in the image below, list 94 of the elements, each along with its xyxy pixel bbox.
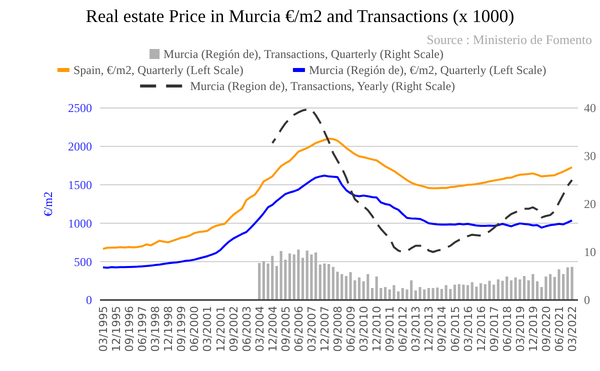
bar [323, 264, 326, 300]
bar [358, 277, 361, 300]
legend-label: Murcia (Región de), €/m2, Quarterly (Left Scale) [308, 63, 546, 77]
bar [558, 269, 560, 300]
x-tick-label: 09/2020 [540, 306, 553, 352]
bar [288, 253, 292, 300]
legend-label: Murcia (Región de), Transactions, Quarterly (Right Scale) [164, 47, 444, 61]
x-tick-label: 06/2012 [396, 306, 410, 352]
bar [301, 258, 304, 300]
x-tick-label: 03/2004 [253, 306, 266, 352]
bar [366, 274, 370, 300]
bar [510, 280, 513, 300]
bar [370, 288, 374, 300]
x-tick-label: 03/2016 [462, 306, 475, 352]
y-axis-title: €/m2 [41, 192, 55, 216]
bar [280, 251, 282, 300]
legend-label: Spain, €/m2, Quarterly (Left Scale) [73, 63, 244, 77]
x-tick-label: 06/2009 [344, 306, 358, 352]
bar [440, 288, 444, 300]
source-note: Source : Ministerio de Fomento [426, 32, 592, 47]
bar [306, 250, 308, 300]
x-tick-label: 06/2006 [292, 306, 306, 352]
x-tick-label: 03/2013 [410, 306, 423, 352]
x-tick-label: 06/2018 [500, 306, 514, 352]
bar [536, 281, 539, 300]
bar [466, 285, 470, 300]
bar [453, 284, 456, 300]
x-tick-label: 06/1997 [136, 306, 150, 352]
y2-tick-label: 40 [584, 101, 596, 116]
bar [488, 280, 491, 300]
y2-tick-label: 10 [584, 245, 596, 260]
x-tick-label: 03/2019 [514, 306, 527, 352]
y2-tick-label: 30 [584, 149, 596, 164]
bar [432, 288, 434, 300]
x-tick-label: 12/2004 [266, 306, 280, 352]
x-tick-label: 09/2005 [279, 306, 292, 352]
x-tick-label: 12/2019 [526, 306, 540, 352]
bar [314, 252, 318, 300]
bar [462, 284, 465, 300]
bar [522, 276, 526, 300]
y2-tick-label: 0 [584, 293, 590, 308]
x-tick-label: 03/2010 [358, 306, 371, 352]
x-tick-label: 09/2017 [488, 306, 501, 352]
bar [392, 285, 396, 300]
bar [501, 280, 504, 300]
x-tick-label: 12/2016 [474, 306, 488, 352]
bar [384, 287, 387, 300]
legend-label: Murcia (Region de), Transactions, Yearly (Right Scale) [190, 79, 456, 93]
y-tick-label: 0 [86, 293, 92, 308]
bar [444, 285, 448, 300]
x-tick-label: 09/1999 [175, 306, 188, 352]
bar [458, 284, 460, 300]
x-tick-label: 09/2008 [332, 306, 344, 352]
x-tick-label: 09/2014 [436, 306, 449, 352]
bar [258, 263, 261, 300]
x-tick-label: 12/2013 [422, 306, 436, 352]
x-tick-label: 03/2001 [201, 306, 214, 352]
x-tick-label: 12/1995 [110, 306, 124, 352]
bar [449, 288, 452, 300]
x-tick-label: 12/2010 [370, 306, 384, 352]
y-tick-label: 2000 [68, 140, 92, 154]
bar [514, 277, 517, 300]
x-tick-label: 03/2022 [566, 306, 579, 352]
x-tick-label: 12/1998 [162, 306, 176, 352]
bar [310, 254, 313, 300]
y-tick-label: 500 [74, 254, 92, 269]
chart-title: Real estate Price in Murcia €/m2 and Transactions (x 1000) [86, 6, 514, 26]
y-tick-label: 1500 [68, 178, 92, 192]
y-tick-label: 1000 [68, 216, 92, 230]
x-tick-label: 03/1995 [97, 306, 110, 352]
bar [570, 266, 574, 300]
line-series [271, 108, 573, 253]
x-tick-label: 03/2007 [305, 306, 318, 352]
bar [375, 276, 378, 300]
x-tick-label: 09/1996 [123, 306, 136, 352]
bar [349, 272, 352, 300]
y-tick-label: 2500 [68, 101, 92, 116]
x-tick-label: 06/2021 [552, 306, 566, 352]
x-tick-label: 06/2000 [188, 306, 202, 352]
x-tick-label: 12/2001 [214, 306, 228, 352]
bar [544, 276, 548, 300]
x-tick-label: 03/1998 [149, 306, 162, 352]
bar [297, 250, 300, 300]
bar [548, 274, 552, 300]
line-series [102, 138, 573, 250]
line-series [102, 174, 573, 269]
y2-tick-label: 20 [584, 197, 596, 212]
x-tick-label: 12/2007 [318, 306, 332, 352]
bar [418, 287, 422, 300]
x-tick-label: 06/2003 [240, 306, 254, 352]
bar [532, 274, 534, 300]
x-tick-label: 09/2011 [384, 306, 397, 352]
x-tick-label: 09/2002 [227, 306, 240, 352]
x-tick-label: 06/2015 [448, 306, 462, 352]
